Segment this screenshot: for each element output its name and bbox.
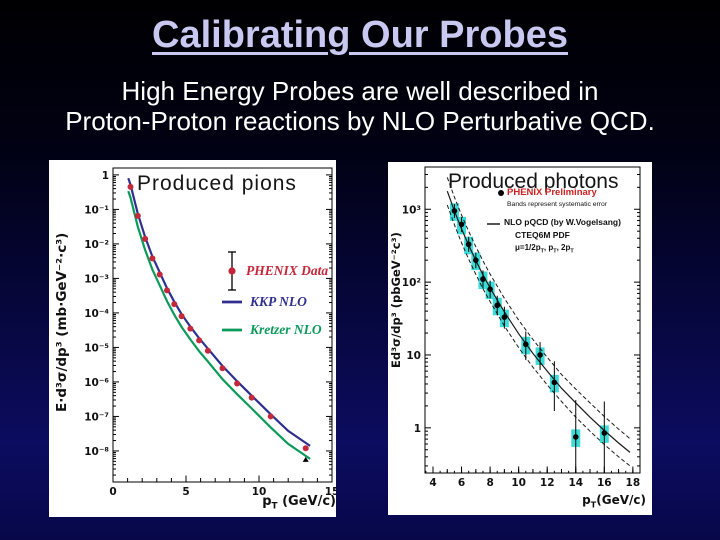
legend-label-kkp-nlo: KKP NLO — [250, 294, 307, 309]
svg-text:15: 15 — [325, 486, 336, 498]
photon-y-axis-label: Ed³σ/dp³ (pbGeV⁻²c³) — [389, 232, 403, 368]
photons-series-phenix-preliminary — [451, 204, 608, 473]
svg-text:10⁻⁵: 10⁻⁵ — [84, 342, 109, 354]
nlo-pqcd-label: NLO pQCD (by W.Vogelsang) — [504, 217, 621, 227]
svg-text:1: 1 — [102, 170, 109, 182]
svg-text:1: 1 — [414, 423, 421, 435]
pions-series-kkp-nlo — [127, 177, 311, 447]
pion-plot-title: Produced pions — [137, 172, 297, 195]
legend-label-kretzer-nlo: Kretzer NLO — [250, 322, 322, 337]
kretzer-nlo-line-icon — [222, 328, 242, 332]
slide-subtitle-line2: Proton-Proton reactions by NLO Perturbat… — [65, 106, 655, 136]
pion-y-axis-label: E·d³σ/dp³ (mb·GeV⁻²·c³) — [54, 232, 70, 412]
svg-text:16: 16 — [597, 477, 612, 489]
pions-series-phenix-data — [127, 183, 309, 452]
svg-text:10⁻⁶: 10⁻⁶ — [84, 377, 109, 389]
svg-text:6: 6 — [458, 477, 465, 489]
svg-text:10⁻²: 10⁻² — [84, 239, 109, 251]
svg-text:10: 10 — [511, 477, 526, 489]
legend-item-kretzer-nlo: Kretzer NLO — [221, 322, 322, 338]
svg-text:4: 4 — [429, 477, 436, 489]
pions-series-kretzer-nlo — [127, 190, 311, 460]
photons-series-nlo-pqcd-central — [446, 190, 631, 453]
svg-text:8: 8 — [486, 477, 493, 489]
cteq6m-pdf-label: CTEQ6M PDF — [515, 230, 570, 240]
svg-text:10⁻³: 10⁻³ — [84, 273, 109, 285]
svg-text:5: 5 — [182, 486, 189, 498]
photons-series-nlo-pqcd-upper-scale — [446, 177, 631, 440]
svg-text:10⁻⁸: 10⁻⁸ — [84, 446, 109, 458]
svg-text:18: 18 — [626, 477, 641, 489]
nlo-curve-marker-icon — [487, 223, 500, 225]
systematic-error-note: Bands represent systematic error — [507, 201, 608, 208]
legend-item-kkp-nlo: KKP NLO — [221, 294, 307, 310]
pion-plot-panel: 0 5 10 15 1 10⁻¹ 10⁻² 10⁻³ 10⁻⁴ 10⁻⁵ 10⁻⁶ 10⁻⁷ 10⁻⁸ … — [49, 160, 336, 517]
phenix-data-marker-icon — [228, 251, 236, 291]
pion-x-axis-label: pT (GeV/c) — [262, 494, 336, 512]
slide-subtitle-line1: High Energy Probes are well described in — [121, 76, 599, 106]
photon-plot-title: Produced photons — [448, 170, 619, 193]
svg-text:10: 10 — [406, 350, 421, 362]
pions-frame — [112, 167, 333, 483]
svg-text:0: 0 — [109, 486, 116, 498]
svg-text:10⁻⁷: 10⁻⁷ — [84, 411, 109, 423]
legend-item-phenix-data: PHENIX Data — [225, 248, 328, 294]
photons-series-nlo-pqcd-lower-scale — [446, 204, 631, 467]
svg-text:10⁻⁴: 10⁻⁴ — [84, 308, 109, 320]
svg-text:10³: 10³ — [402, 204, 422, 216]
photon-plot-panel: 4 6 8 10 12 14 16 18 10³ 10² 10 1 Produced photons … — [388, 162, 652, 515]
svg-text:10⁻¹: 10⁻¹ — [84, 204, 109, 216]
photon-x-axis-label: pT(GeV/c) — [582, 492, 646, 509]
pions-extra-mark — [302, 456, 309, 462]
pion-chart-svg: 0 5 10 15 1 10⁻¹ 10⁻² 10⁻³ 10⁻⁴ 10⁻⁵ 10⁻⁶ 10⁻⁷ 10⁻⁸ — [84, 167, 336, 498]
legend-label-phenix-data: PHENIX Data — [246, 263, 329, 278]
phenix-preliminary-label: PHENIX Preliminary — [507, 187, 597, 198]
svg-text:10: 10 — [252, 486, 267, 498]
svg-text:10²: 10² — [402, 277, 422, 289]
photon-data-marker-icon — [498, 190, 504, 196]
svg-text:14: 14 — [568, 477, 583, 489]
photon-chart-svg: 4 6 8 10 12 14 16 18 10³ 10² 10 1 — [402, 166, 641, 489]
page-title: Calibrating Our Probes — [152, 14, 568, 56]
kkp-nlo-line-icon — [222, 300, 242, 304]
svg-text:12: 12 — [540, 477, 555, 489]
scale-variation-label: μ=1/2pT, pT, 2pT — [515, 243, 574, 255]
